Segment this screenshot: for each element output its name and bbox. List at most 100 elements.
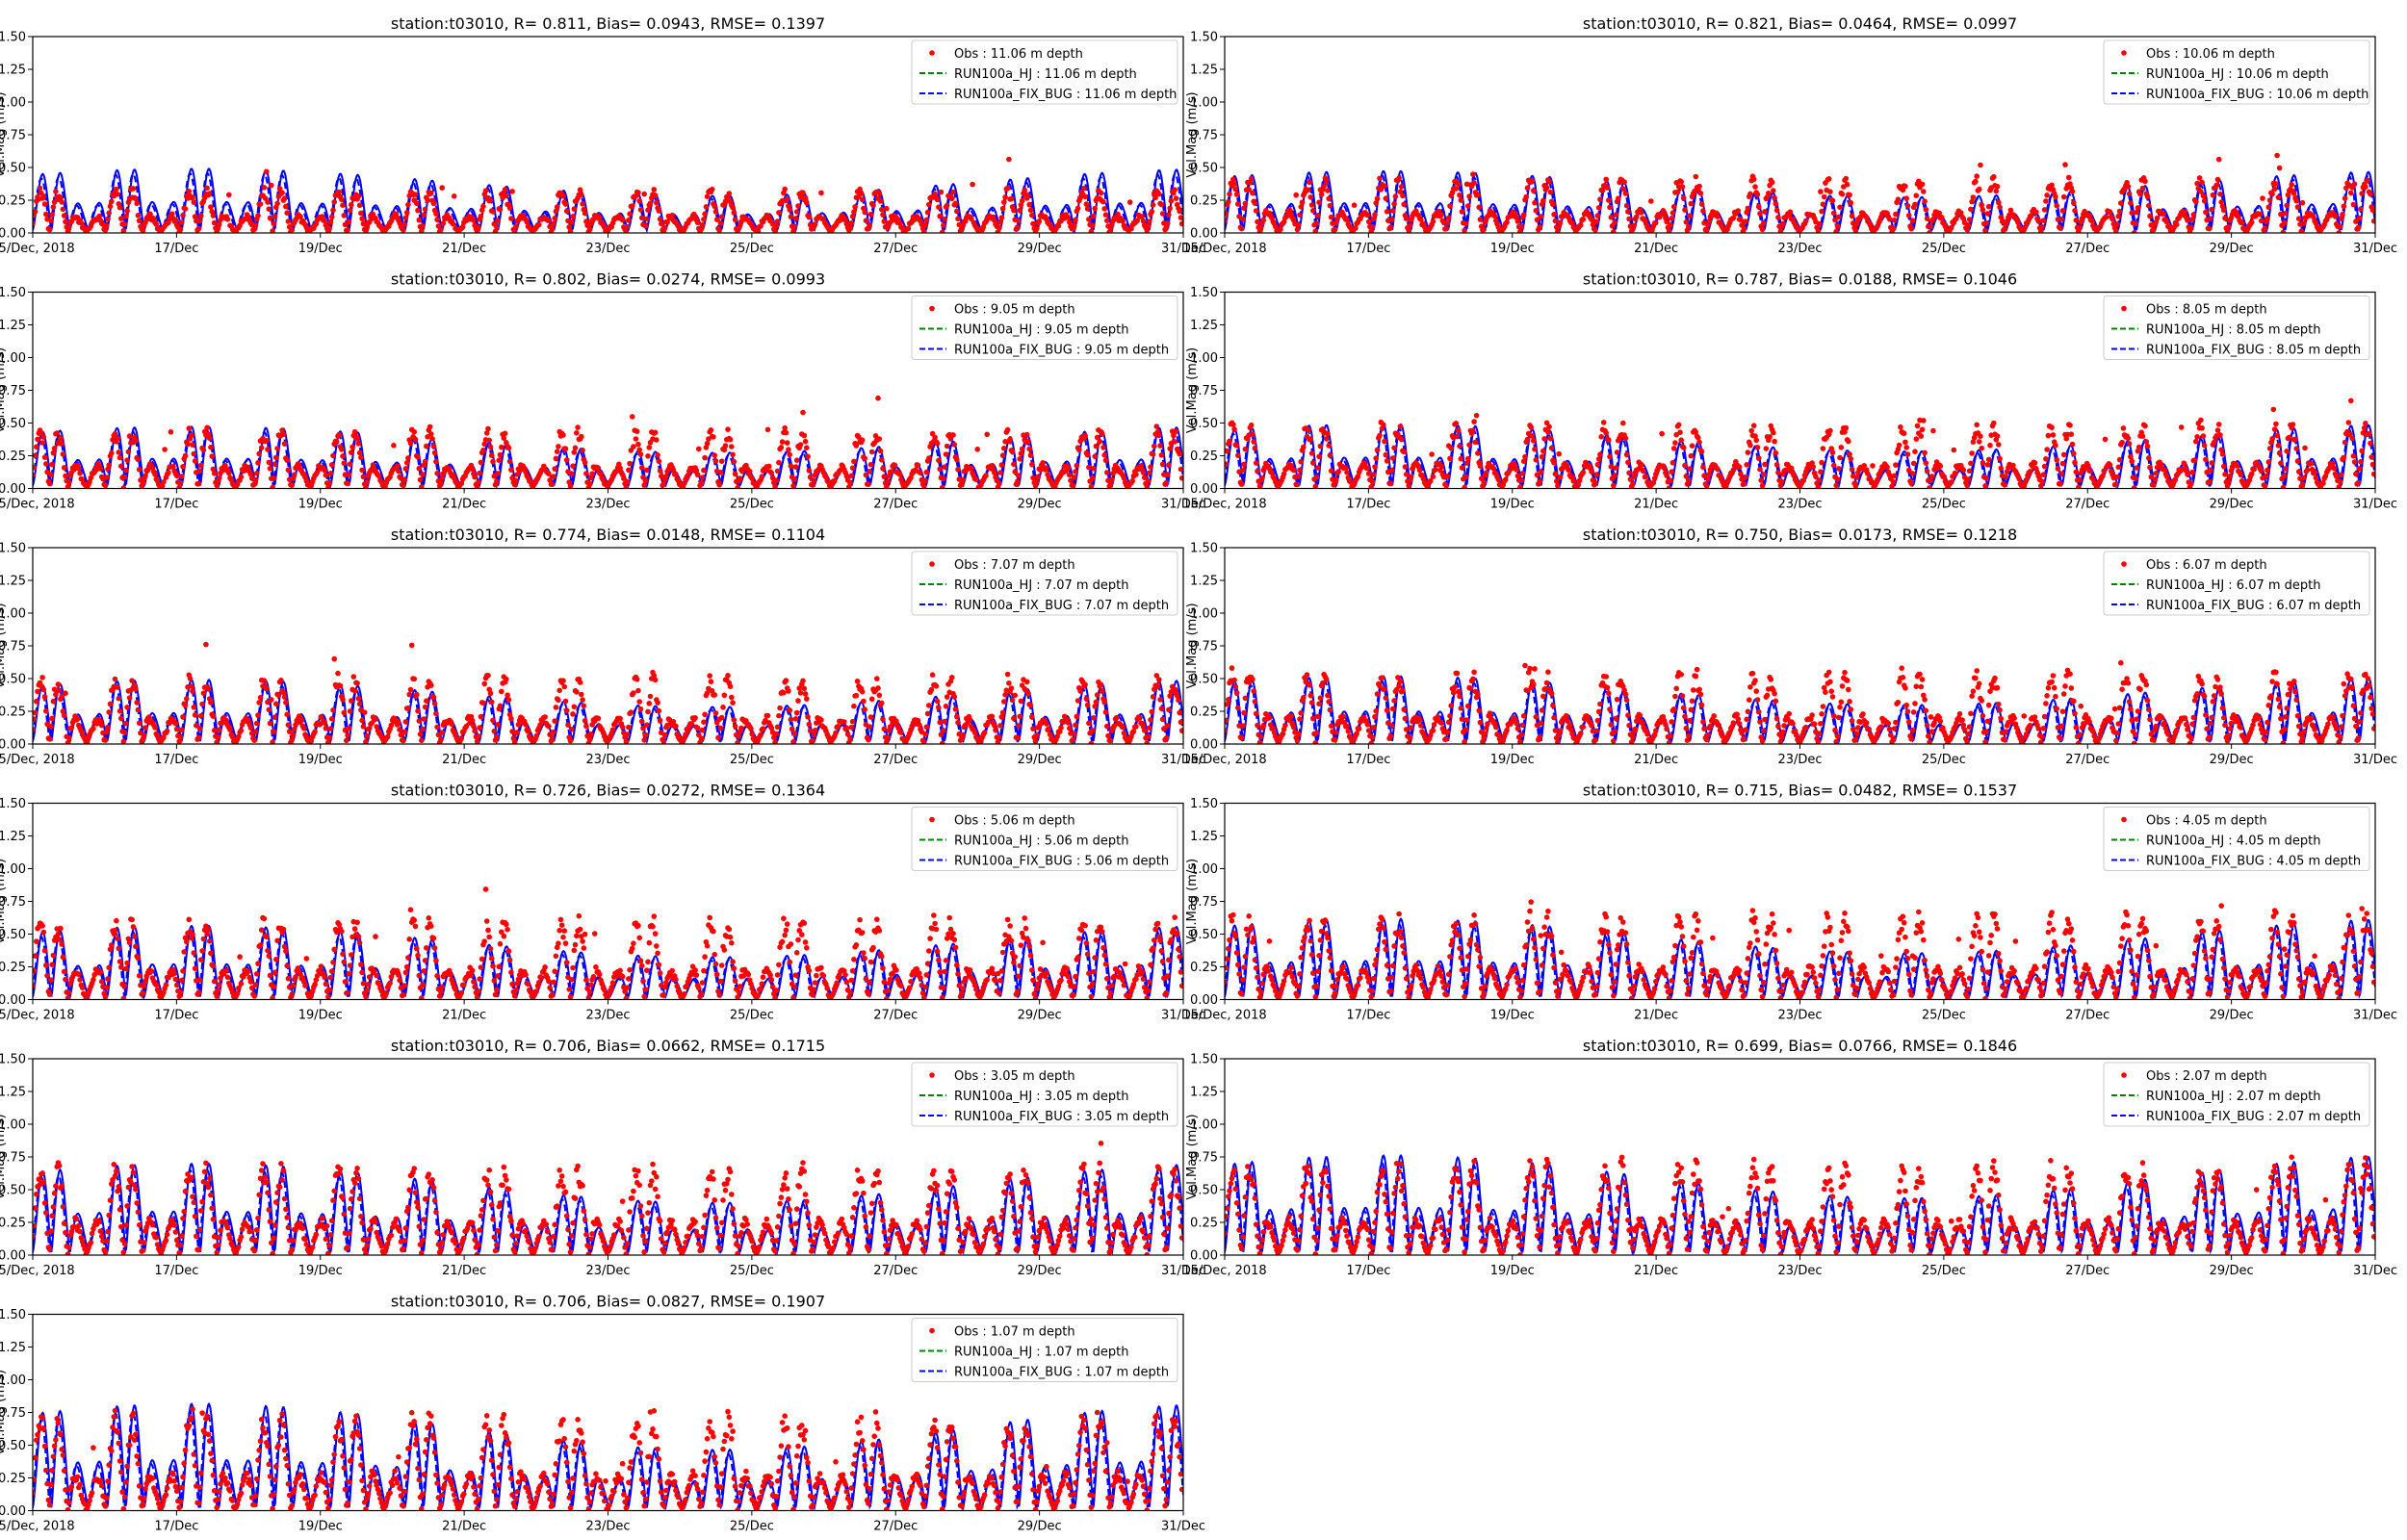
obs-point [875, 395, 881, 401]
obs-point [1832, 217, 1838, 223]
obs-point [1443, 225, 1449, 232]
y-axis-label: Vel.Mag (m/s) [0, 603, 8, 688]
obs-point [40, 434, 47, 441]
obs-point [664, 722, 670, 729]
obs-point [1979, 445, 1984, 451]
obs-point [2217, 191, 2223, 197]
obs-point [1800, 477, 1807, 483]
obs-point [1178, 215, 1183, 220]
obs-point [1580, 217, 1587, 222]
obs-point [1364, 465, 1371, 472]
obs-point [1104, 470, 1110, 475]
obs-point [1322, 175, 1329, 181]
obs-point [848, 220, 855, 226]
obs-point [298, 717, 305, 724]
obs-point [1133, 472, 1139, 477]
obs-point [1555, 482, 1561, 489]
obs-point [1444, 220, 1451, 226]
obs-point [1606, 437, 1612, 443]
obs-point [2054, 202, 2059, 209]
obs-point [1889, 483, 1895, 489]
obs-point [1491, 213, 1498, 219]
obs-point [472, 474, 478, 480]
obs-point [1391, 201, 1397, 207]
obs-point [1592, 480, 1598, 486]
obs-point [651, 673, 658, 679]
y-tick-label: 1.50 [1190, 286, 1218, 300]
obs-point [266, 459, 272, 466]
subplot-6: station:t03010, R= 0.750, Bias= 0.0173, … [1182, 526, 2397, 767]
obs-point [33, 472, 36, 478]
obs-point [731, 210, 738, 216]
obs-point [153, 221, 160, 227]
obs-point [586, 226, 593, 233]
obs-point [943, 451, 949, 457]
obs-point [1365, 471, 1372, 476]
obs-point [944, 443, 950, 449]
obs-point [211, 728, 218, 733]
obs-point [1252, 445, 1258, 451]
obs-point [2142, 178, 2148, 185]
obs-point [419, 484, 425, 489]
obs-point [152, 472, 158, 477]
obs-point [1648, 198, 1654, 204]
obs-point [802, 194, 809, 201]
obs-point [859, 688, 866, 695]
obs-point [196, 468, 203, 475]
obs-point [955, 466, 961, 473]
obs-point [805, 453, 811, 460]
axes-frame [1224, 36, 2376, 234]
obs-point [1592, 227, 1598, 233]
obs-point [459, 224, 466, 230]
obs-point [781, 689, 787, 696]
obs-point [1456, 427, 1462, 434]
obs-point [1773, 207, 1780, 214]
obs-point [1034, 225, 1040, 232]
y-tick-label: 1.25 [0, 64, 26, 78]
obs-point [1107, 737, 1114, 744]
obs-point [1815, 227, 1822, 233]
obs-point [806, 721, 813, 728]
obs-point [1923, 460, 1929, 466]
obs-point [774, 468, 781, 475]
obs-point [61, 465, 67, 471]
obs-point [1072, 475, 1077, 480]
obs-point [634, 428, 640, 435]
obs-point [944, 694, 950, 700]
obs-point [1936, 210, 1942, 217]
obs-point [772, 483, 778, 489]
obs-point [1895, 446, 1902, 452]
obs-point [790, 483, 796, 489]
obs-point [480, 700, 486, 706]
obs-point [205, 686, 212, 692]
obs-point [1433, 467, 1438, 473]
obs-point [330, 452, 336, 459]
obs-point [646, 701, 653, 706]
obs-point [833, 730, 839, 736]
obs-point [2115, 213, 2122, 219]
obs-point [1454, 433, 1461, 440]
obs-point [652, 192, 659, 198]
obs-point [1964, 226, 1970, 233]
obs-point [1091, 715, 1097, 721]
obs-point [166, 470, 171, 475]
obs-point [787, 451, 792, 458]
obs-point [112, 676, 118, 682]
obs-point [180, 212, 186, 218]
obs-point [41, 454, 48, 460]
obs-point [211, 471, 218, 476]
obs-point [1382, 183, 1387, 190]
obs-point [2044, 192, 2050, 198]
obs-point [505, 445, 512, 451]
obs-point [285, 218, 292, 224]
obs-point [1777, 228, 1784, 233]
x-tick-label: 25/Dec [1922, 242, 1966, 256]
x-tick-label: 19/Dec [298, 242, 343, 256]
obs-point [782, 186, 788, 192]
obs-point [1129, 477, 1135, 484]
obs-point [951, 694, 958, 700]
obs-point [866, 736, 871, 743]
obs-point [414, 691, 420, 698]
obs-point [634, 677, 640, 682]
obs-point [208, 204, 214, 210]
